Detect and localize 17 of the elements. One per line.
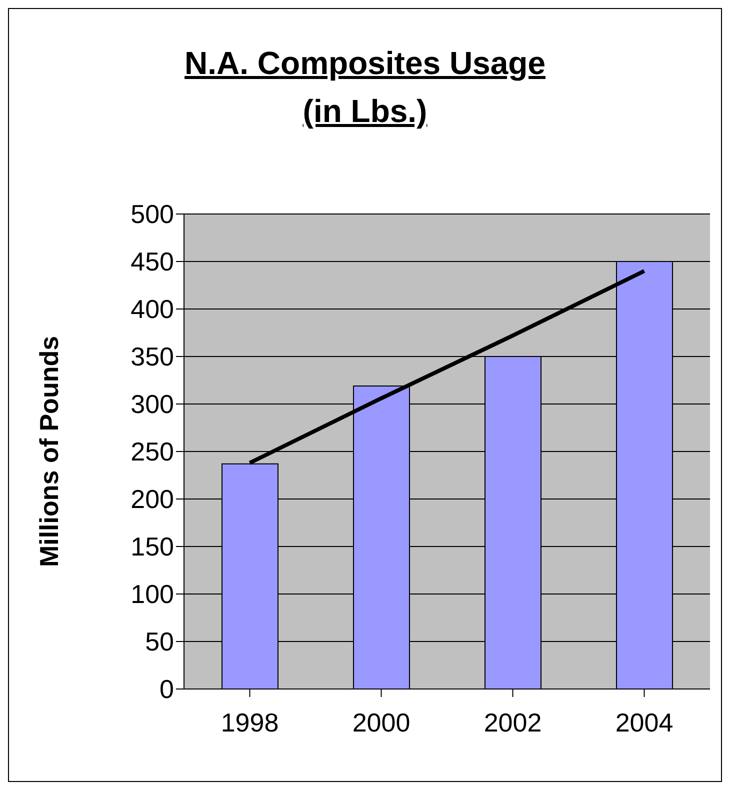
- x-tick-label: 1998: [220, 707, 279, 738]
- y-tick-label: 100: [130, 579, 174, 610]
- y-tick-label: 300: [130, 389, 174, 420]
- y-axis-title: Millions of Pounds: [34, 336, 64, 568]
- y-tick-label: 500: [130, 199, 174, 230]
- y-tick-label: 200: [130, 484, 174, 514]
- y-tick-label: 400: [130, 294, 174, 324]
- x-tick-label: 2004: [615, 707, 674, 738]
- y-tick-label: 150: [130, 532, 174, 562]
- y-tick-label: 350: [130, 342, 174, 372]
- x-tick-label: 2000: [352, 707, 410, 738]
- chart-title: N.A. Composites Usage (in Lbs.): [184, 44, 546, 131]
- y-tick-label: 250: [130, 436, 174, 467]
- y-tick-label: 450: [130, 246, 174, 277]
- y-tick-label: 50: [145, 626, 174, 657]
- y-tick-label: 0: [160, 674, 174, 704]
- x-tick-label: 2002: [484, 707, 542, 738]
